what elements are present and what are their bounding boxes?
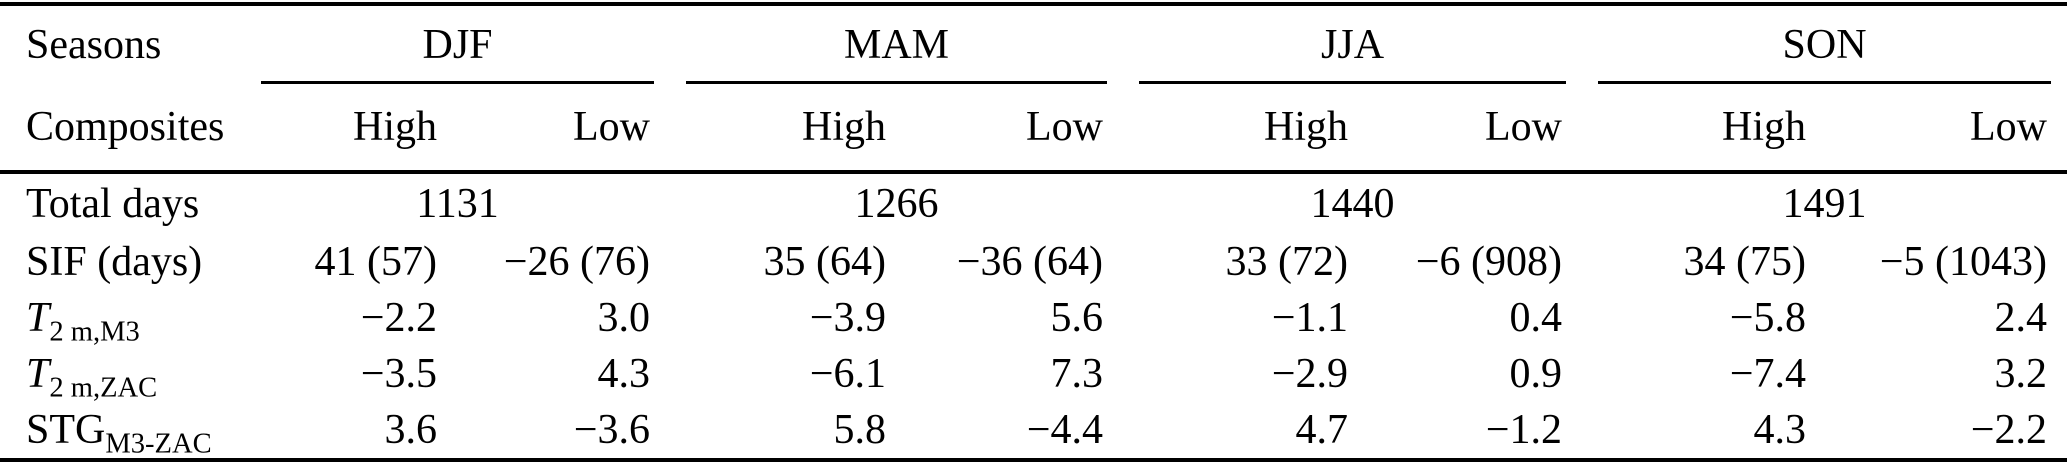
table-row: SIF (days) 41 (57) −26 (76) 35 (64) −36 (64)… bbox=[0, 234, 2067, 290]
seasons-header-label: Seasons bbox=[26, 22, 162, 68]
composites-row: Composites High Low High Low High Low High Low bbox=[0, 84, 2067, 172]
season-label: MAM bbox=[844, 22, 950, 68]
season-group-mam: MAM bbox=[670, 6, 1123, 84]
value-cell: −3.5 bbox=[360, 351, 437, 397]
row-label-main: T bbox=[26, 351, 50, 397]
total-days-value: 1131 bbox=[245, 170, 671, 234]
total-days-value: 1491 bbox=[1582, 170, 2067, 234]
season-label: DJF bbox=[422, 22, 493, 68]
total-days-row: Total days 1131 1266 1440 1491 bbox=[0, 170, 2067, 234]
row-label-subscript: 2 m,ZAC bbox=[49, 372, 158, 404]
high-subheader-son: High bbox=[1722, 104, 1807, 150]
row-label-main: SIF (days) bbox=[26, 239, 203, 285]
season-label: SON bbox=[1782, 22, 1867, 68]
value-cell: −2.2 bbox=[360, 295, 437, 341]
row-label: STGM3-ZAC bbox=[0, 402, 245, 458]
value-cell: 7.3 bbox=[1050, 351, 1104, 397]
value-cell: −3.9 bbox=[809, 295, 887, 341]
table-body: Total days 1131 1266 1440 1491 SIF (days) 41… bbox=[0, 170, 2067, 458]
row-label-subscript: 2 m,M3 bbox=[49, 316, 140, 348]
season-underline-rule bbox=[1139, 81, 1567, 84]
value-cell: 3.2 bbox=[1994, 351, 2048, 397]
row-label-main: STG bbox=[26, 407, 106, 453]
season-label: JJA bbox=[1321, 22, 1385, 68]
value-cell: 4.3 bbox=[597, 351, 651, 397]
value-cell: −1.1 bbox=[1271, 295, 1349, 341]
data-table: Seasons DJF MAM JJA SON Composites High Low H… bbox=[0, 6, 2067, 458]
value-cell: 0.4 bbox=[1509, 295, 1563, 341]
season-underline-rule bbox=[686, 81, 1108, 84]
low-subheader-son: Low bbox=[1970, 104, 2048, 150]
value-cell: −6.1 bbox=[809, 351, 887, 397]
season-group-djf: DJF bbox=[245, 6, 670, 84]
composites-header-label: Composites bbox=[26, 104, 225, 150]
total-days-label: Total days bbox=[0, 170, 245, 234]
value-cell: −2.2 bbox=[1970, 407, 2048, 453]
value-cell: 4.3 bbox=[1753, 407, 1807, 453]
value-cell: 33 (72) bbox=[1225, 239, 1349, 285]
season-group-jja: JJA bbox=[1123, 6, 1582, 84]
row-label: T2 m,ZAC bbox=[0, 346, 245, 402]
value-cell: 3.6 bbox=[384, 407, 438, 453]
value-cell: 0.9 bbox=[1509, 351, 1563, 397]
low-subheader-mam: Low bbox=[1026, 104, 1104, 150]
low-subheader-djf: Low bbox=[573, 104, 651, 150]
value-cell: 5.6 bbox=[1050, 295, 1104, 341]
row-label: T2 m,M3 bbox=[0, 290, 245, 346]
value-cell: −36 (64) bbox=[956, 239, 1104, 285]
value-cell: −5 (1043) bbox=[1879, 239, 2048, 285]
value-cell: 4.7 bbox=[1295, 407, 1349, 453]
value-cell: 3.0 bbox=[597, 295, 651, 341]
table-row: T2 m,ZAC −3.5 4.3 −6.1 7.3 −2.9 0.9 −7.4 3.2 bbox=[0, 346, 2067, 402]
seasons-row: Seasons DJF MAM JJA SON bbox=[0, 6, 2067, 84]
season-underline-rule bbox=[1598, 81, 2052, 84]
row-label-subscript: M3-ZAC bbox=[105, 428, 212, 460]
value-cell: −26 (76) bbox=[503, 239, 651, 285]
row-label: SIF (days) bbox=[0, 234, 245, 290]
value-cell: −3.6 bbox=[573, 407, 651, 453]
value-cell: 34 (75) bbox=[1683, 239, 1807, 285]
table-row: STGM3-ZAC 3.6 −3.6 5.8 −4.4 4.7 −1.2 4.3 −2.2 bbox=[0, 402, 2067, 458]
value-cell: −1.2 bbox=[1485, 407, 1563, 453]
row-label-main: T bbox=[26, 295, 50, 341]
total-days-value: 1266 bbox=[670, 170, 1124, 234]
value-cell: 2.4 bbox=[1994, 295, 2048, 341]
value-cell: −5.8 bbox=[1729, 295, 1807, 341]
high-subheader-mam: High bbox=[802, 104, 887, 150]
value-cell: 41 (57) bbox=[314, 239, 437, 285]
value-cell: −2.9 bbox=[1271, 351, 1349, 397]
value-cell: −4.4 bbox=[1026, 407, 1104, 453]
high-subheader-jja: High bbox=[1264, 104, 1349, 150]
season-group-son: SON bbox=[1582, 6, 2067, 84]
value-cell: 35 (64) bbox=[763, 239, 887, 285]
total-days-value: 1440 bbox=[1123, 170, 1583, 234]
value-cell: 5.8 bbox=[833, 407, 887, 453]
high-subheader-djf: High bbox=[353, 104, 437, 150]
value-cell: −6 (908) bbox=[1415, 239, 1563, 285]
table-row: T2 m,M3 −2.2 3.0 −3.9 5.6 −1.1 0.4 −5.8 2.4 bbox=[0, 290, 2067, 346]
value-cell: −7.4 bbox=[1729, 351, 1807, 397]
season-underline-rule bbox=[261, 81, 655, 84]
table-header: Seasons DJF MAM JJA SON Composites High Low H… bbox=[0, 6, 2067, 172]
low-subheader-jja: Low bbox=[1485, 104, 1563, 150]
